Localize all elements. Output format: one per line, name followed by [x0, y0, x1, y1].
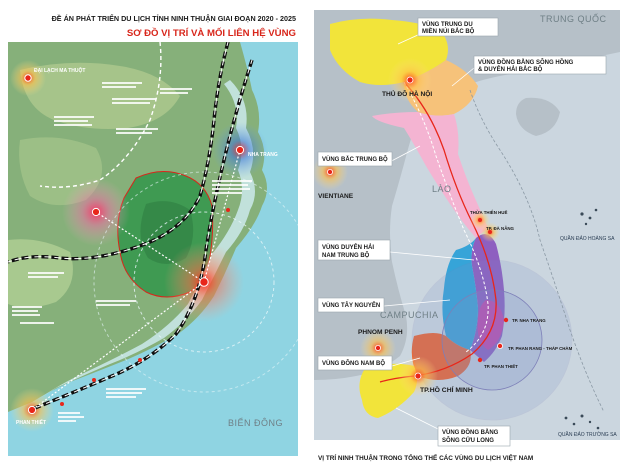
truong-sa-islands — [564, 414, 600, 430]
label-vientiane: VIENTIANE — [318, 193, 354, 200]
label-bien-dong: BIỂN ĐÔNG — [228, 417, 283, 428]
label-region-mekong-1: VÙNG ĐỒNG BẰNG — [442, 428, 499, 436]
right-panel-caption: VỊ TRÍ NINH THUẬN TRONG TỔNG THỂ CÁC VÙN… — [318, 453, 533, 462]
label-phan-thiet: PHAN THIẾT — [16, 419, 46, 426]
right-panel: TRUNG QUỐC LÀO CAMPUCHIA THỦ ĐÔ HÀ NỘI V… — [314, 10, 620, 462]
annotation-callouts — [12, 82, 252, 422]
neighbor-land — [314, 10, 620, 380]
label-hanoi: THỦ ĐÔ HÀ NỘI — [382, 89, 432, 98]
region-callouts: VÙNG TRUNG DU MIỀN NÚI BẮC BỘ VÙNG ĐỒNG … — [317, 17, 607, 447]
left-map: ĐẠI LẠCH MA THUỘT NHA TRANG PHAN THIẾT B… — [8, 42, 298, 456]
label-laos: LÀO — [432, 184, 452, 194]
label-nha-trang: NHA TRANG — [248, 152, 278, 158]
label-region-red-river-2: & DUYÊN HẢI BẮC BỘ — [478, 65, 543, 73]
label-region-northern-1: VÙNG TRUNG DU — [422, 21, 473, 28]
region-highlands — [442, 238, 478, 350]
label-hue: THỪA THIÊN HUẾ — [470, 210, 507, 215]
label-region-northern-2: MIỀN NÚI BẮC BỘ — [422, 27, 475, 35]
label-buon-ma-thuot: ĐẠI LẠCH MA THUỘT — [34, 66, 85, 74]
label-region-southeast: VÙNG ĐÔNG NAM BỘ — [322, 359, 385, 367]
label-hoang-sa: QUẦN ĐẢO HOÀNG SA — [560, 235, 615, 242]
label-truong-sa: QUẦN ĐẢO TRƯỜNG SA — [558, 431, 617, 438]
label-nha-trang: TP. NHA TRANG — [512, 318, 546, 323]
label-region-north-central: VÙNG BẮC TRUNG BỘ — [322, 155, 388, 163]
hoang-sa-islands — [580, 208, 598, 226]
label-china: TRUNG QUỐC — [540, 13, 607, 24]
label-region-south-central-2: NAM TRUNG BỘ — [322, 251, 370, 259]
left-panel-title: ĐỀ ÁN PHÁT TRIỂN DU LỊCH TỈNH NINH THUẬN… — [52, 13, 296, 23]
left-panel-subtitle: SƠ ĐỒ VỊ TRÍ VÀ MỐI LIÊN HỆ VÙNG — [127, 27, 296, 39]
label-hcm: TP.HỒ CHÍ MINH — [420, 384, 473, 394]
label-cambodia: CAMPUCHIA — [380, 310, 439, 320]
label-phan-rang: TP. PHAN RANG - THÁP CHÀM — [508, 346, 573, 351]
railway-line — [403, 81, 489, 353]
label-region-highlands: VÙNG TÂY NGUYÊN — [322, 301, 380, 309]
region-red-river — [404, 60, 478, 116]
left-panel: ĐỀ ÁN PHÁT TRIỂN DU LỊCH TỈNH NINH THUẬN… — [4, 6, 304, 464]
label-region-south-central-1: VÙNG DUYÊN HẢI — [322, 243, 374, 251]
label-region-mekong-2: SÔNG CỬU LONG — [442, 436, 494, 444]
label-phnom-penh: PHNOM PENH — [358, 329, 403, 336]
label-da-nang: TP. ĐÀ NẴNG — [486, 226, 515, 231]
label-phan-thiet: TP. PHAN THIẾT — [484, 364, 518, 369]
label-region-red-river-1: VÙNG ĐỒNG BẰNG SÔNG HỒNG — [478, 58, 574, 66]
region-north-central — [372, 112, 488, 238]
